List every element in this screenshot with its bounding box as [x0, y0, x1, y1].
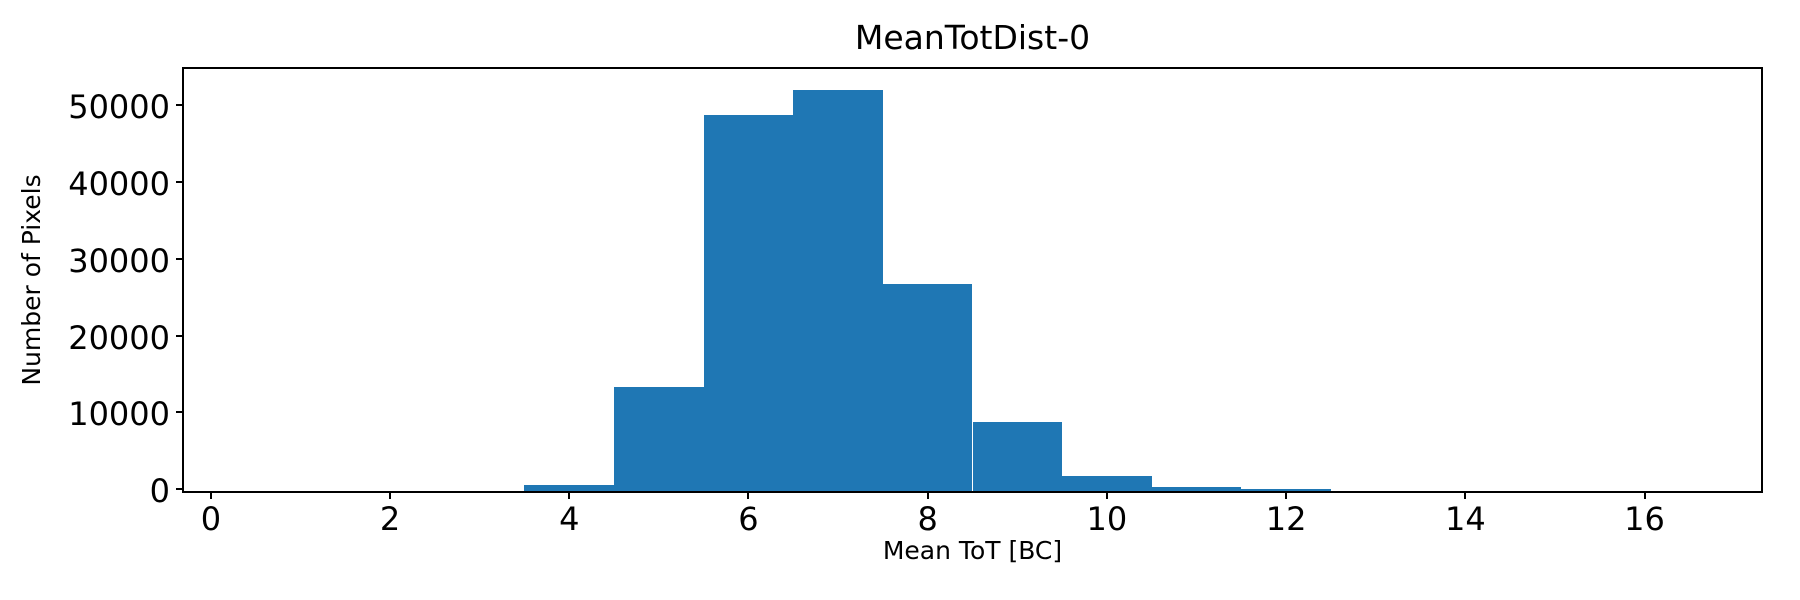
x-tick-label: 12 — [1265, 500, 1307, 538]
y-tick-label: 40000 — [68, 165, 170, 204]
x-tick-label: 10 — [1086, 500, 1128, 538]
histogram-bar — [1151, 487, 1242, 491]
histogram-bar — [524, 484, 615, 491]
x-tick-label: 6 — [738, 500, 759, 538]
y-tick-label: 20000 — [68, 318, 170, 357]
x-tick-mark — [568, 491, 571, 499]
histogram-bar — [614, 386, 704, 491]
x-tick-label: 2 — [379, 500, 401, 538]
chart-title: MeanTotDist-0 — [854, 18, 1091, 57]
y-tick-mark — [176, 257, 184, 260]
x-tick-mark — [1285, 491, 1288, 499]
plot-area: 0 2 4 6 8 10 12 14 16 0 10000 20000 30000 40000 50000 — [68, 67, 1763, 535]
y-tick-mark — [176, 104, 184, 107]
histogram-bar — [972, 422, 1063, 491]
x-tick-label: 0 — [200, 500, 222, 538]
x-tick-label: 8 — [917, 500, 938, 538]
y-tick-mark — [176, 334, 184, 337]
y-tick-label: 0 — [149, 472, 170, 510]
x-tick-mark — [926, 491, 929, 499]
y-tick-mark — [176, 411, 184, 414]
histogram-bar — [1062, 476, 1152, 491]
x-tick-label: 14 — [1444, 500, 1486, 538]
y-tick-label: 30000 — [68, 241, 170, 280]
y-axis-label: Number of Pixels — [17, 174, 46, 386]
x-tick-label: 4 — [559, 500, 580, 538]
histogram-bar — [703, 115, 794, 491]
x-axis-label: Mean ToT [BC] — [882, 536, 1063, 565]
histogram-bar — [882, 283, 973, 491]
x-tick-mark — [209, 491, 212, 499]
y-tick-label: 10000 — [68, 395, 170, 434]
x-tick-label: 16 — [1624, 500, 1665, 538]
x-tick-mark — [1105, 491, 1108, 499]
y-tick-mark — [176, 488, 184, 490]
y-tick-mark — [176, 181, 184, 184]
x-tick-mark — [747, 491, 750, 499]
x-tick-mark — [389, 491, 392, 499]
x-tick-mark — [1464, 491, 1467, 499]
y-tick-label: 50000 — [68, 88, 170, 127]
x-tick-mark — [1643, 491, 1646, 499]
histogram-bar — [793, 89, 883, 491]
histogram-bar — [1241, 489, 1331, 491]
